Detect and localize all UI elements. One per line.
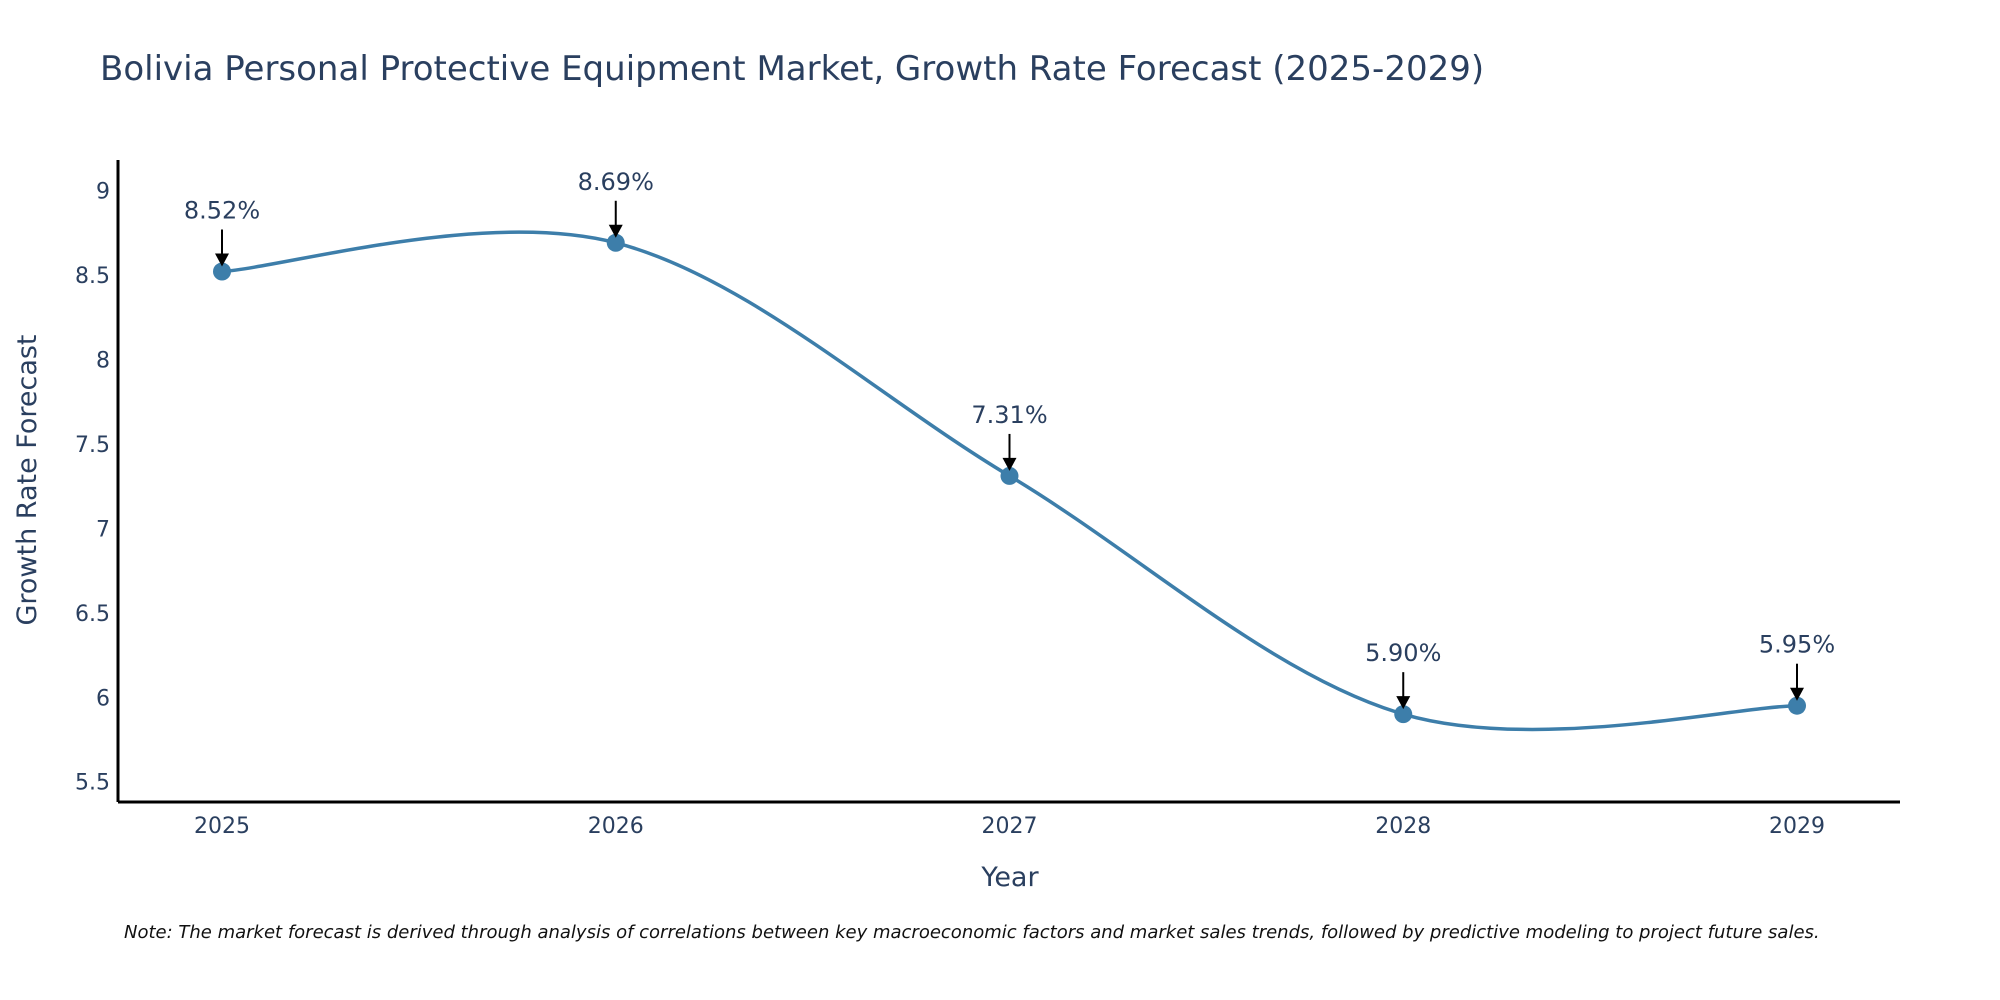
data-label-annotations: 8.52% 8.69% 7.31% 5.90% 5.95% [184,168,1835,710]
x-axis-title: Year [980,862,1039,893]
x-tick-label: 2025 [194,814,250,839]
data-point [1000,466,1019,485]
data-label: 5.90% [1365,639,1441,667]
x-tick-label: 2026 [588,814,644,839]
y-tick-label: 8 [96,348,110,373]
y-tick-label: 6 [96,686,110,711]
x-tick-label: 2028 [1375,814,1431,839]
y-tick-label: 9 [96,179,110,204]
y-axis-ticks: 5.5 6 6.5 7 7.5 8 8.5 9 [75,179,110,795]
data-label: 8.69% [578,168,654,196]
x-tick-label: 2027 [982,814,1038,839]
data-label: 7.31% [971,401,1047,429]
annotation-arrow-head [1002,457,1017,471]
y-tick-label: 7.5 [75,433,110,458]
footnote: Note: The market forecast is derived thr… [124,922,1820,943]
data-point [1788,696,1806,715]
chart-title: Bolivia Personal Protective Equipment Ma… [100,49,1484,89]
data-points [213,233,1806,724]
y-axis-title: Growth Rate Forecast [12,334,43,625]
data-label: 5.95% [1759,631,1835,659]
annotation-arrow-head [608,224,623,238]
data-label: 8.52% [184,197,260,225]
y-tick-label: 8.5 [75,264,110,289]
annotation-arrow-head [215,253,229,267]
annotation-arrow-head [1396,696,1411,710]
data-point [213,262,231,281]
y-tick-label: 7 [96,517,110,542]
y-tick-label: 6.5 [75,602,110,627]
data-point [606,233,625,252]
data-point [1394,705,1413,724]
x-tick-label: 2029 [1769,814,1825,839]
annotation-arrow-head [1790,687,1804,701]
x-axis-ticks: 2025 2026 2027 2028 2029 [194,814,1825,839]
y-tick-label: 5.5 [75,771,110,796]
